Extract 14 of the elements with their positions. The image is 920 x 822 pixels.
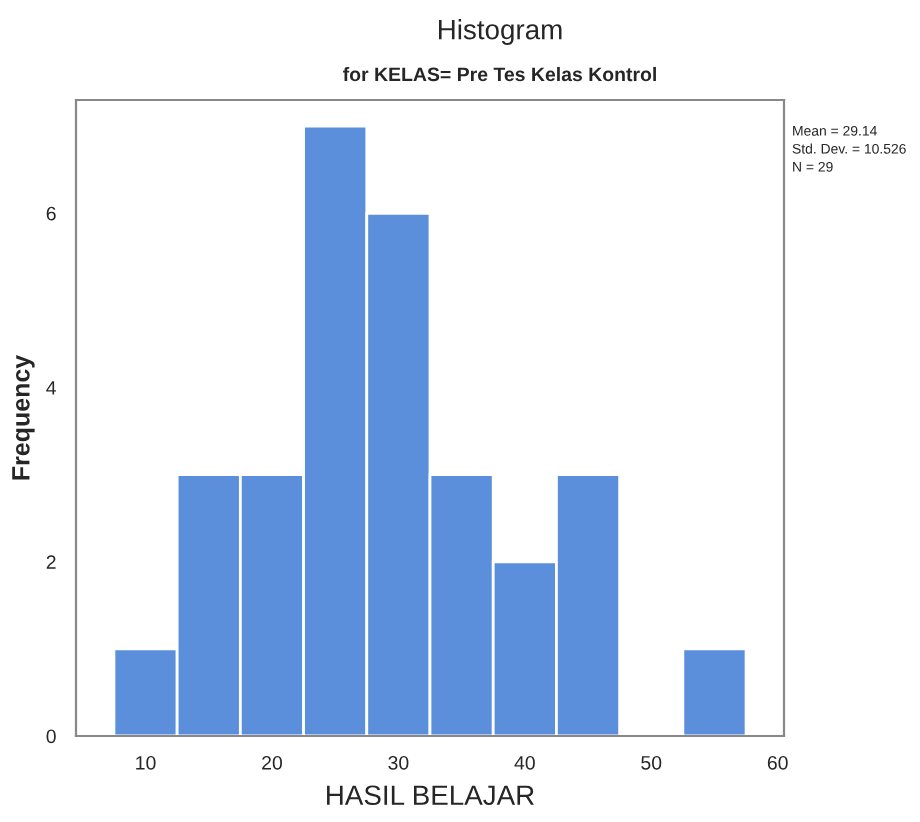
x-axis-title: HASIL BELAJAR — [327, 785, 534, 806]
x-tick-label: 20 — [262, 755, 283, 770]
x-tick-label: 30 — [388, 755, 409, 770]
y-tick-label: 4 — [46, 381, 56, 395]
chart-title: Histogram — [439, 19, 562, 45]
chart-subtitle: for KELAS= Pre Tes Kelas Kontrol — [343, 66, 656, 82]
x-tick-label: 10 — [136, 755, 156, 770]
y-axis-title: Frequency — [12, 354, 35, 480]
x-tick-label: 40 — [514, 755, 535, 770]
y-tick-label: 0 — [46, 729, 56, 744]
y-tick-label: 6 — [46, 206, 56, 221]
x-tick-label: 60 — [767, 755, 788, 770]
y-tick-label: 2 — [46, 555, 56, 569]
x-tick-label: 50 — [641, 755, 662, 770]
